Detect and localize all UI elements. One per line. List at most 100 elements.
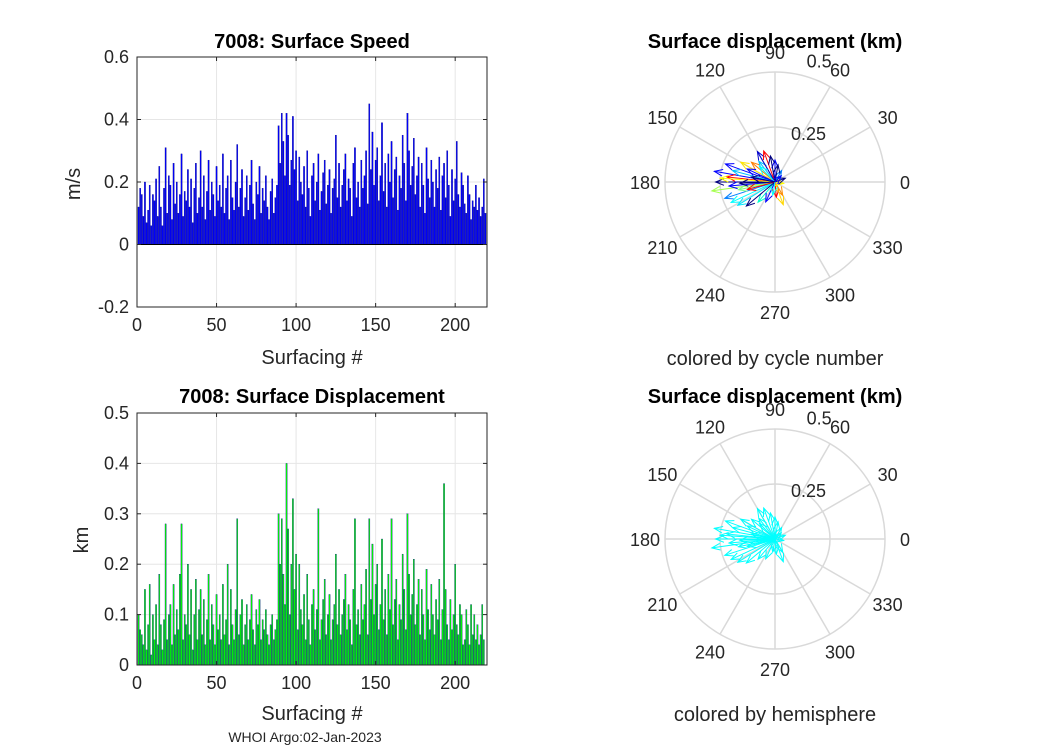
speed-bar [371, 131, 374, 245]
speed-bar [366, 203, 369, 245]
displacement-bar [271, 614, 274, 666]
displacement-bar [201, 634, 204, 666]
speed-bar [161, 225, 164, 245]
polar-cycle-arrow-head [750, 174, 761, 183]
speed-bar [223, 213, 226, 245]
polar-cycle-arrow-shaft [774, 175, 782, 183]
polar-cycle-arrow-head [713, 168, 724, 177]
speed-bar [331, 188, 334, 245]
displacement-bar [448, 639, 450, 666]
speed-bar [444, 197, 447, 245]
polar-cycle-arrow-shaft [757, 181, 776, 203]
speed-bar [365, 150, 367, 245]
polar-cycle-arrow-head [757, 193, 767, 204]
speed-bar [147, 209, 149, 245]
speed-bar [158, 166, 161, 245]
speed-bar [451, 169, 453, 245]
polar-cycle-arrow-head [768, 154, 776, 165]
displacement-bar [236, 518, 239, 666]
displacement-bar [284, 604, 286, 666]
speed-bar [430, 159, 433, 245]
speed-bar [413, 138, 415, 245]
speed-bar [137, 206, 140, 245]
polar-hemisphere-arrow-shaft [774, 534, 786, 540]
speed-bar [301, 194, 304, 245]
polar-cycle-arrow-head [758, 165, 768, 175]
displacement-bar [177, 629, 180, 666]
polar-hemisphere-arrow-head [745, 554, 756, 564]
polar-hemisphere-spoke [774, 538, 871, 595]
displacement-bar [315, 609, 318, 666]
polar-hemisphere-spoke [679, 538, 776, 595]
speed-bar [190, 178, 192, 245]
speed-bar [473, 206, 476, 245]
speed-bar [392, 197, 394, 245]
speed-bar [193, 188, 196, 245]
speed-bar [344, 153, 347, 245]
speed-bar [306, 150, 309, 245]
polar-cycle-arrow-head [723, 192, 734, 200]
displacement-bar [444, 589, 447, 666]
speed-x-tick-label: 200 [440, 315, 470, 335]
speed-bar [465, 213, 468, 245]
polar-cycle-arrow-head [725, 174, 736, 182]
displacement-bar [349, 619, 351, 666]
polar-cycle-arrow-head [739, 161, 750, 170]
speed-bar [338, 163, 340, 245]
speed-bar [389, 181, 391, 245]
displacement-bar [454, 564, 456, 666]
displacement-bar [257, 624, 259, 666]
speed-bar [424, 213, 426, 245]
displacement-bar [433, 634, 436, 666]
displacement-bar [449, 599, 452, 666]
polar-hemisphere-angle-label: 90 [765, 400, 785, 420]
speed-bar [215, 166, 218, 245]
polar-cycle-arrow-head [745, 168, 757, 176]
speed-bar [274, 197, 277, 245]
polar-hemisphere-radius-label: 0.25 [791, 481, 826, 501]
speed-bar [403, 163, 406, 245]
polar-hemisphere-arrow-shaft [758, 517, 776, 540]
displacement-bar [350, 644, 353, 666]
speed-y-axis-label: m/s [63, 168, 85, 200]
displacement-bar [139, 629, 141, 666]
polar-cycle-arrow-head [727, 181, 738, 190]
polar-hemisphere-arrow-shaft [756, 508, 776, 540]
speed-bar [226, 175, 229, 245]
speed-bar [238, 206, 240, 245]
speed-bar [422, 184, 425, 245]
polar-hemisphere-arrow-head [731, 526, 742, 534]
displacement-bar [443, 483, 445, 666]
speed-bar [335, 134, 337, 245]
displacement-bar [471, 634, 474, 666]
displacement-bar [155, 604, 157, 666]
polar-hemisphere-arrow-head [714, 535, 725, 543]
speed-bar [370, 169, 372, 245]
speed-bar [400, 188, 402, 245]
displacement-bar [164, 523, 167, 666]
displacement-bar [306, 574, 309, 666]
speed-bar [203, 175, 205, 245]
polar-hemisphere-arrow-shaft [774, 538, 784, 562]
displacement-bar [247, 639, 250, 666]
displacement-bar [277, 513, 280, 666]
displacement-bar [355, 624, 358, 666]
displacement-bar [438, 579, 441, 666]
displacement-bar [163, 619, 165, 666]
speed-bar [273, 213, 275, 245]
displacement-bar [468, 644, 471, 666]
displacement-bar [228, 644, 231, 666]
polar-cycle-arrow-head [765, 192, 773, 204]
polar-cycle-arrow-shaft [737, 181, 776, 206]
speed-bar [483, 178, 485, 245]
displacement-bar [174, 634, 176, 666]
displacement-bar [287, 528, 289, 666]
speed-bar [436, 188, 439, 245]
polar-cycle-arrow-shaft [730, 181, 776, 203]
speed-bar [231, 197, 234, 245]
displacement-bar [172, 584, 175, 666]
polar-hemisphere-arrow-head [725, 531, 736, 539]
speed-bar [250, 159, 253, 245]
speed-bar [312, 163, 315, 245]
displacement-bar [363, 604, 366, 666]
